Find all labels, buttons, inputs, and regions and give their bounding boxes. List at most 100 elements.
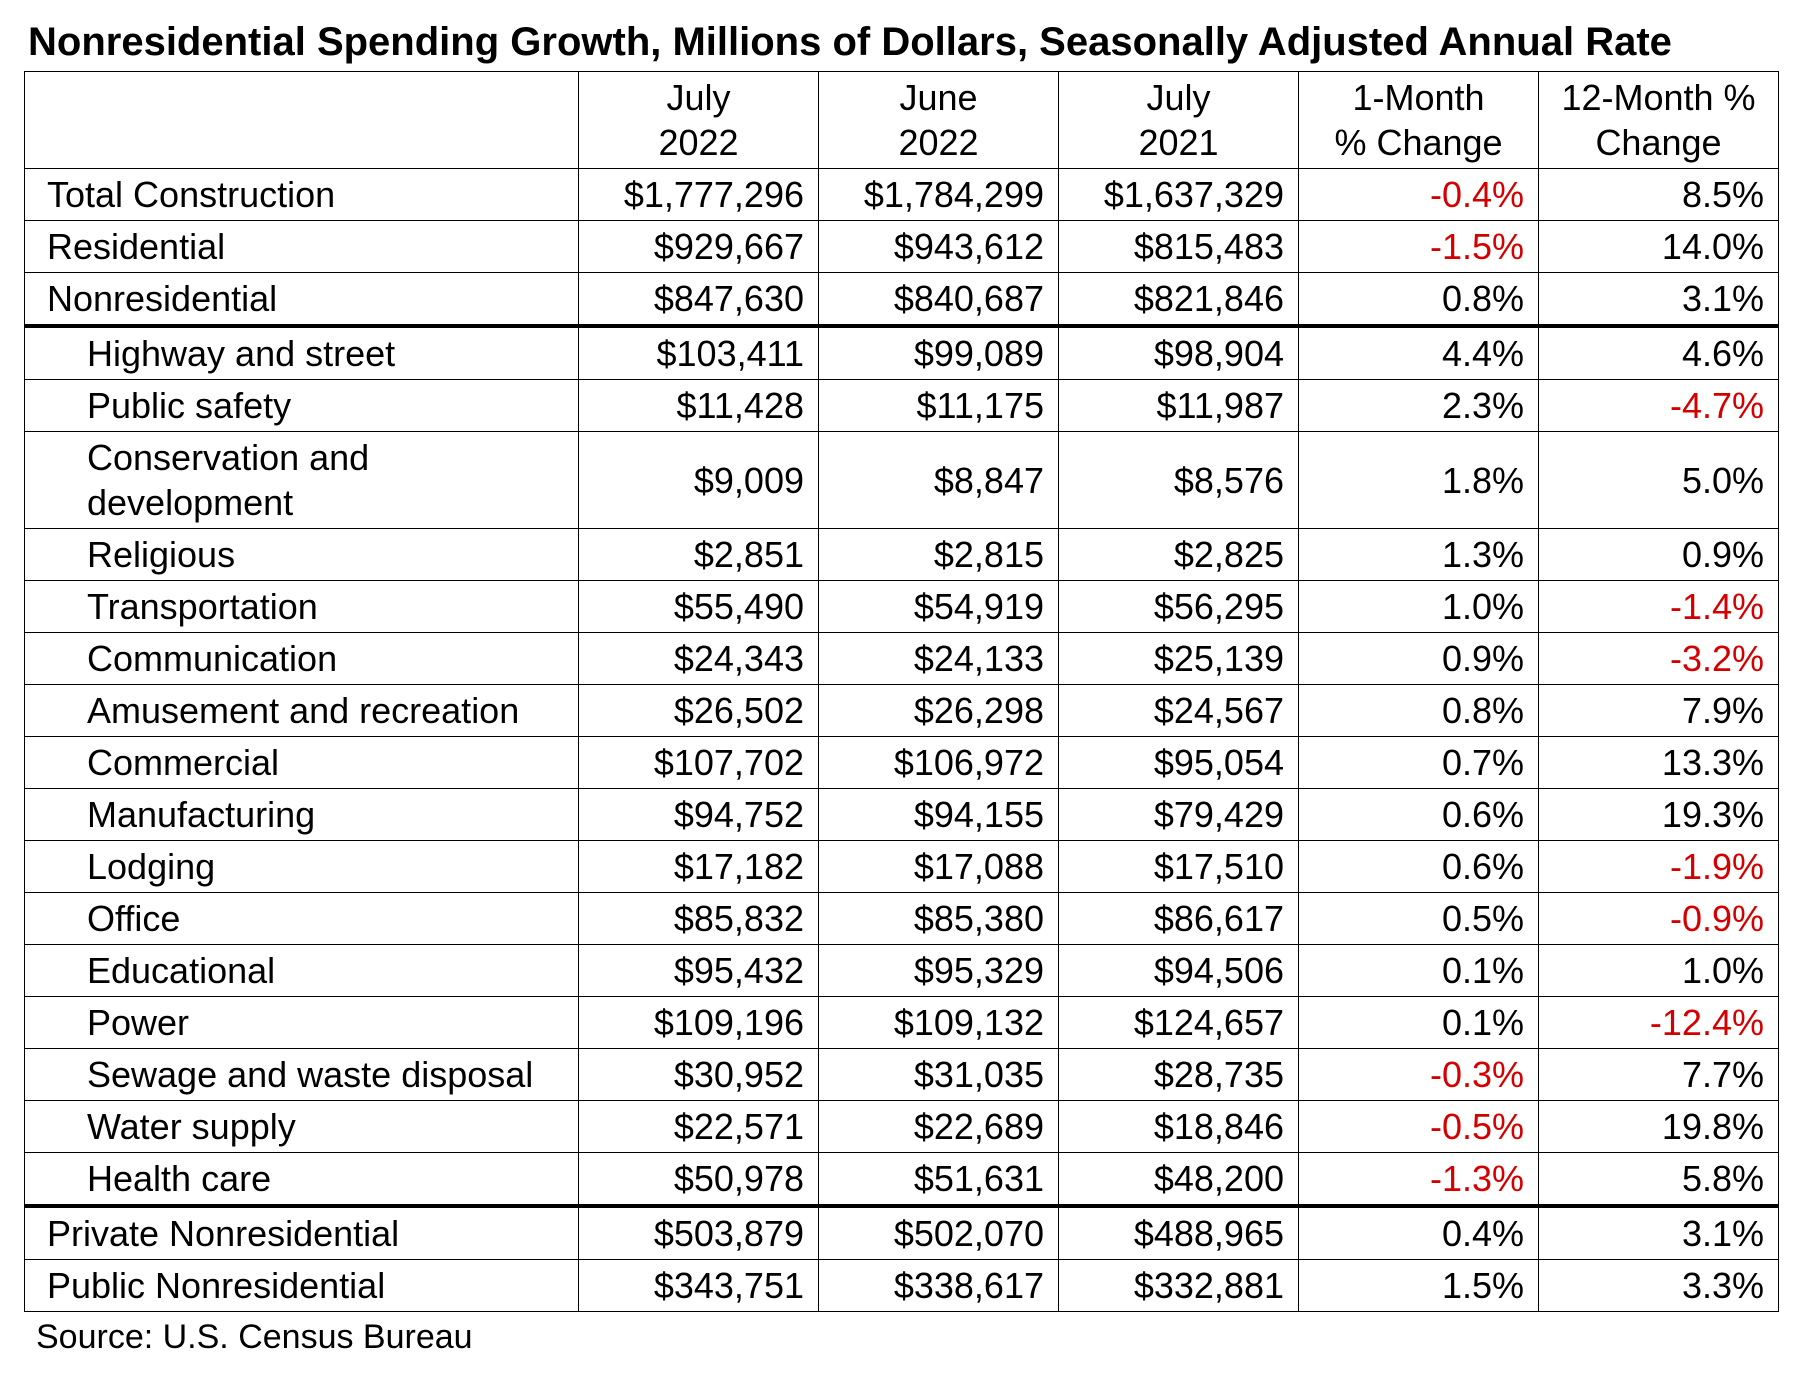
- cell-12mo: 0.9%: [1539, 529, 1779, 581]
- cell-jun22: $95,329: [819, 945, 1059, 997]
- row-label: Public Nonresidential: [25, 1260, 579, 1312]
- col-header-12mo: 12-Month % Change: [1539, 72, 1779, 169]
- cell-jul21: $815,483: [1059, 221, 1299, 273]
- cell-12mo: -3.2%: [1539, 633, 1779, 685]
- cell-jul22: $55,490: [579, 581, 819, 633]
- table-row: Health care$50,978$51,631$48,200-1.3%5.8…: [25, 1153, 1779, 1207]
- row-label: Residential: [25, 221, 579, 273]
- cell-12mo: -1.9%: [1539, 841, 1779, 893]
- cell-12mo: 3.3%: [1539, 1260, 1779, 1312]
- row-label: Total Construction: [25, 169, 579, 221]
- cell-1mo: 1.0%: [1299, 581, 1539, 633]
- cell-jul21: $1,637,329: [1059, 169, 1299, 221]
- cell-jul22: $95,432: [579, 945, 819, 997]
- cell-1mo: 0.9%: [1299, 633, 1539, 685]
- row-label: Educational: [25, 945, 579, 997]
- table-row: Private Nonresidential$503,879$502,070$4…: [25, 1206, 1779, 1260]
- row-label: Sewage and waste disposal: [25, 1049, 579, 1101]
- cell-jun22: $109,132: [819, 997, 1059, 1049]
- cell-12mo: 1.0%: [1539, 945, 1779, 997]
- cell-12mo: -1.4%: [1539, 581, 1779, 633]
- cell-12mo: 7.7%: [1539, 1049, 1779, 1101]
- cell-1mo: 0.1%: [1299, 997, 1539, 1049]
- cell-jul21: $48,200: [1059, 1153, 1299, 1207]
- cell-1mo: 0.8%: [1299, 273, 1539, 327]
- cell-12mo: 5.8%: [1539, 1153, 1779, 1207]
- table-row: Commercial$107,702$106,972$95,0540.7%13.…: [25, 737, 1779, 789]
- cell-jul21: $56,295: [1059, 581, 1299, 633]
- cell-jul22: $30,952: [579, 1049, 819, 1101]
- cell-12mo: -0.9%: [1539, 893, 1779, 945]
- cell-jun22: $24,133: [819, 633, 1059, 685]
- row-label: Private Nonresidential: [25, 1206, 579, 1260]
- cell-jun22: $94,155: [819, 789, 1059, 841]
- col-header-line1: 12-Month %: [1561, 77, 1755, 118]
- cell-jul21: $488,965: [1059, 1206, 1299, 1260]
- row-label: Transportation: [25, 581, 579, 633]
- cell-jun22: $51,631: [819, 1153, 1059, 1207]
- col-header-line1: June: [899, 77, 977, 118]
- table-row: Religious$2,851$2,815$2,8251.3%0.9%: [25, 529, 1779, 581]
- table-row: Manufacturing$94,752$94,155$79,4290.6%19…: [25, 789, 1779, 841]
- row-label: Public safety: [25, 380, 579, 432]
- cell-jul21: $86,617: [1059, 893, 1299, 945]
- cell-jul22: $109,196: [579, 997, 819, 1049]
- source-text: Source: U.S. Census Bureau: [36, 1318, 1776, 1357]
- cell-jul21: $25,139: [1059, 633, 1299, 685]
- row-label: Commercial: [25, 737, 579, 789]
- cell-1mo: -0.4%: [1299, 169, 1539, 221]
- cell-jul22: $26,502: [579, 685, 819, 737]
- cell-jul21: $2,825: [1059, 529, 1299, 581]
- cell-jul22: $24,343: [579, 633, 819, 685]
- table-row: Sewage and waste disposal$30,952$31,035$…: [25, 1049, 1779, 1101]
- col-header-jul21: July 2021: [1059, 72, 1299, 169]
- cell-1mo: 1.8%: [1299, 432, 1539, 529]
- cell-12mo: 19.8%: [1539, 1101, 1779, 1153]
- table-row: Water supply$22,571$22,689$18,846-0.5%19…: [25, 1101, 1779, 1153]
- col-header-jul22: July 2022: [579, 72, 819, 169]
- cell-jul21: $98,904: [1059, 326, 1299, 380]
- row-label: Communication: [25, 633, 579, 685]
- cell-1mo: 2.3%: [1299, 380, 1539, 432]
- cell-jul22: $929,667: [579, 221, 819, 273]
- cell-1mo: -1.3%: [1299, 1153, 1539, 1207]
- cell-12mo: 7.9%: [1539, 685, 1779, 737]
- table-row: Lodging$17,182$17,088$17,5100.6%-1.9%: [25, 841, 1779, 893]
- cell-jun22: $99,089: [819, 326, 1059, 380]
- table-header-row: July 2022 June 2022 July 2021 1-Month % …: [25, 72, 1779, 169]
- cell-12mo: 3.1%: [1539, 1206, 1779, 1260]
- table-header: July 2022 June 2022 July 2021 1-Month % …: [25, 72, 1779, 169]
- row-label: Manufacturing: [25, 789, 579, 841]
- table-row: Public safety$11,428$11,175$11,9872.3%-4…: [25, 380, 1779, 432]
- row-label: Office: [25, 893, 579, 945]
- table-row: Office$85,832$85,380$86,6170.5%-0.9%: [25, 893, 1779, 945]
- cell-jul22: $847,630: [579, 273, 819, 327]
- cell-1mo: 1.5%: [1299, 1260, 1539, 1312]
- cell-jun22: $85,380: [819, 893, 1059, 945]
- cell-jul22: $9,009: [579, 432, 819, 529]
- cell-1mo: 0.6%: [1299, 789, 1539, 841]
- cell-jul21: $79,429: [1059, 789, 1299, 841]
- cell-12mo: 5.0%: [1539, 432, 1779, 529]
- cell-1mo: -0.5%: [1299, 1101, 1539, 1153]
- table-row: Highway and street$103,411$99,089$98,904…: [25, 326, 1779, 380]
- cell-jun22: $17,088: [819, 841, 1059, 893]
- cell-1mo: 0.4%: [1299, 1206, 1539, 1260]
- cell-jul22: $107,702: [579, 737, 819, 789]
- cell-jul21: $18,846: [1059, 1101, 1299, 1153]
- col-header-line2: % Change: [1334, 122, 1502, 163]
- cell-jul21: $821,846: [1059, 273, 1299, 327]
- cell-1mo: 1.3%: [1299, 529, 1539, 581]
- cell-12mo: 19.3%: [1539, 789, 1779, 841]
- row-label: Highway and street: [25, 326, 579, 380]
- cell-jul22: $22,571: [579, 1101, 819, 1153]
- cell-jun22: $22,689: [819, 1101, 1059, 1153]
- cell-1mo: 0.1%: [1299, 945, 1539, 997]
- row-label: Religious: [25, 529, 579, 581]
- table-row: Communication$24,343$24,133$25,1390.9%-3…: [25, 633, 1779, 685]
- col-header-line2: 2021: [1138, 122, 1218, 163]
- row-label: Lodging: [25, 841, 579, 893]
- row-label: Amusement and recreation: [25, 685, 579, 737]
- cell-jul22: $343,751: [579, 1260, 819, 1312]
- cell-jul22: $2,851: [579, 529, 819, 581]
